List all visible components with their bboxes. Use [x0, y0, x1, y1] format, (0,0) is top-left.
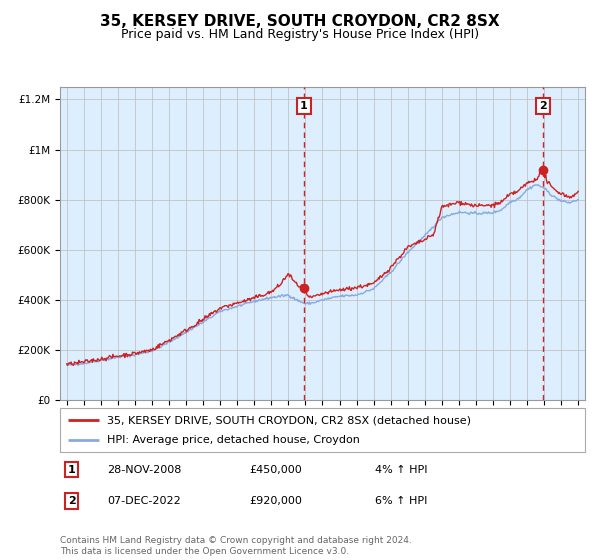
Text: 1: 1 [68, 465, 76, 475]
Text: 07-DEC-2022: 07-DEC-2022 [107, 496, 181, 506]
Text: Contains HM Land Registry data © Crown copyright and database right 2024.
This d: Contains HM Land Registry data © Crown c… [60, 536, 412, 556]
Text: £450,000: £450,000 [249, 465, 302, 475]
Text: 2: 2 [68, 496, 76, 506]
FancyBboxPatch shape [60, 408, 585, 452]
Text: £920,000: £920,000 [249, 496, 302, 506]
Text: 6% ↑ HPI: 6% ↑ HPI [375, 496, 427, 506]
Text: 4% ↑ HPI: 4% ↑ HPI [375, 465, 427, 475]
Text: 28-NOV-2008: 28-NOV-2008 [107, 465, 182, 475]
Text: 2: 2 [539, 101, 547, 111]
Text: 1: 1 [300, 101, 308, 111]
Text: 35, KERSEY DRIVE, SOUTH CROYDON, CR2 8SX (detached house): 35, KERSEY DRIVE, SOUTH CROYDON, CR2 8SX… [107, 415, 471, 425]
Text: Price paid vs. HM Land Registry's House Price Index (HPI): Price paid vs. HM Land Registry's House … [121, 28, 479, 41]
Text: HPI: Average price, detached house, Croydon: HPI: Average price, detached house, Croy… [107, 435, 360, 445]
Text: 35, KERSEY DRIVE, SOUTH CROYDON, CR2 8SX: 35, KERSEY DRIVE, SOUTH CROYDON, CR2 8SX [100, 14, 500, 29]
